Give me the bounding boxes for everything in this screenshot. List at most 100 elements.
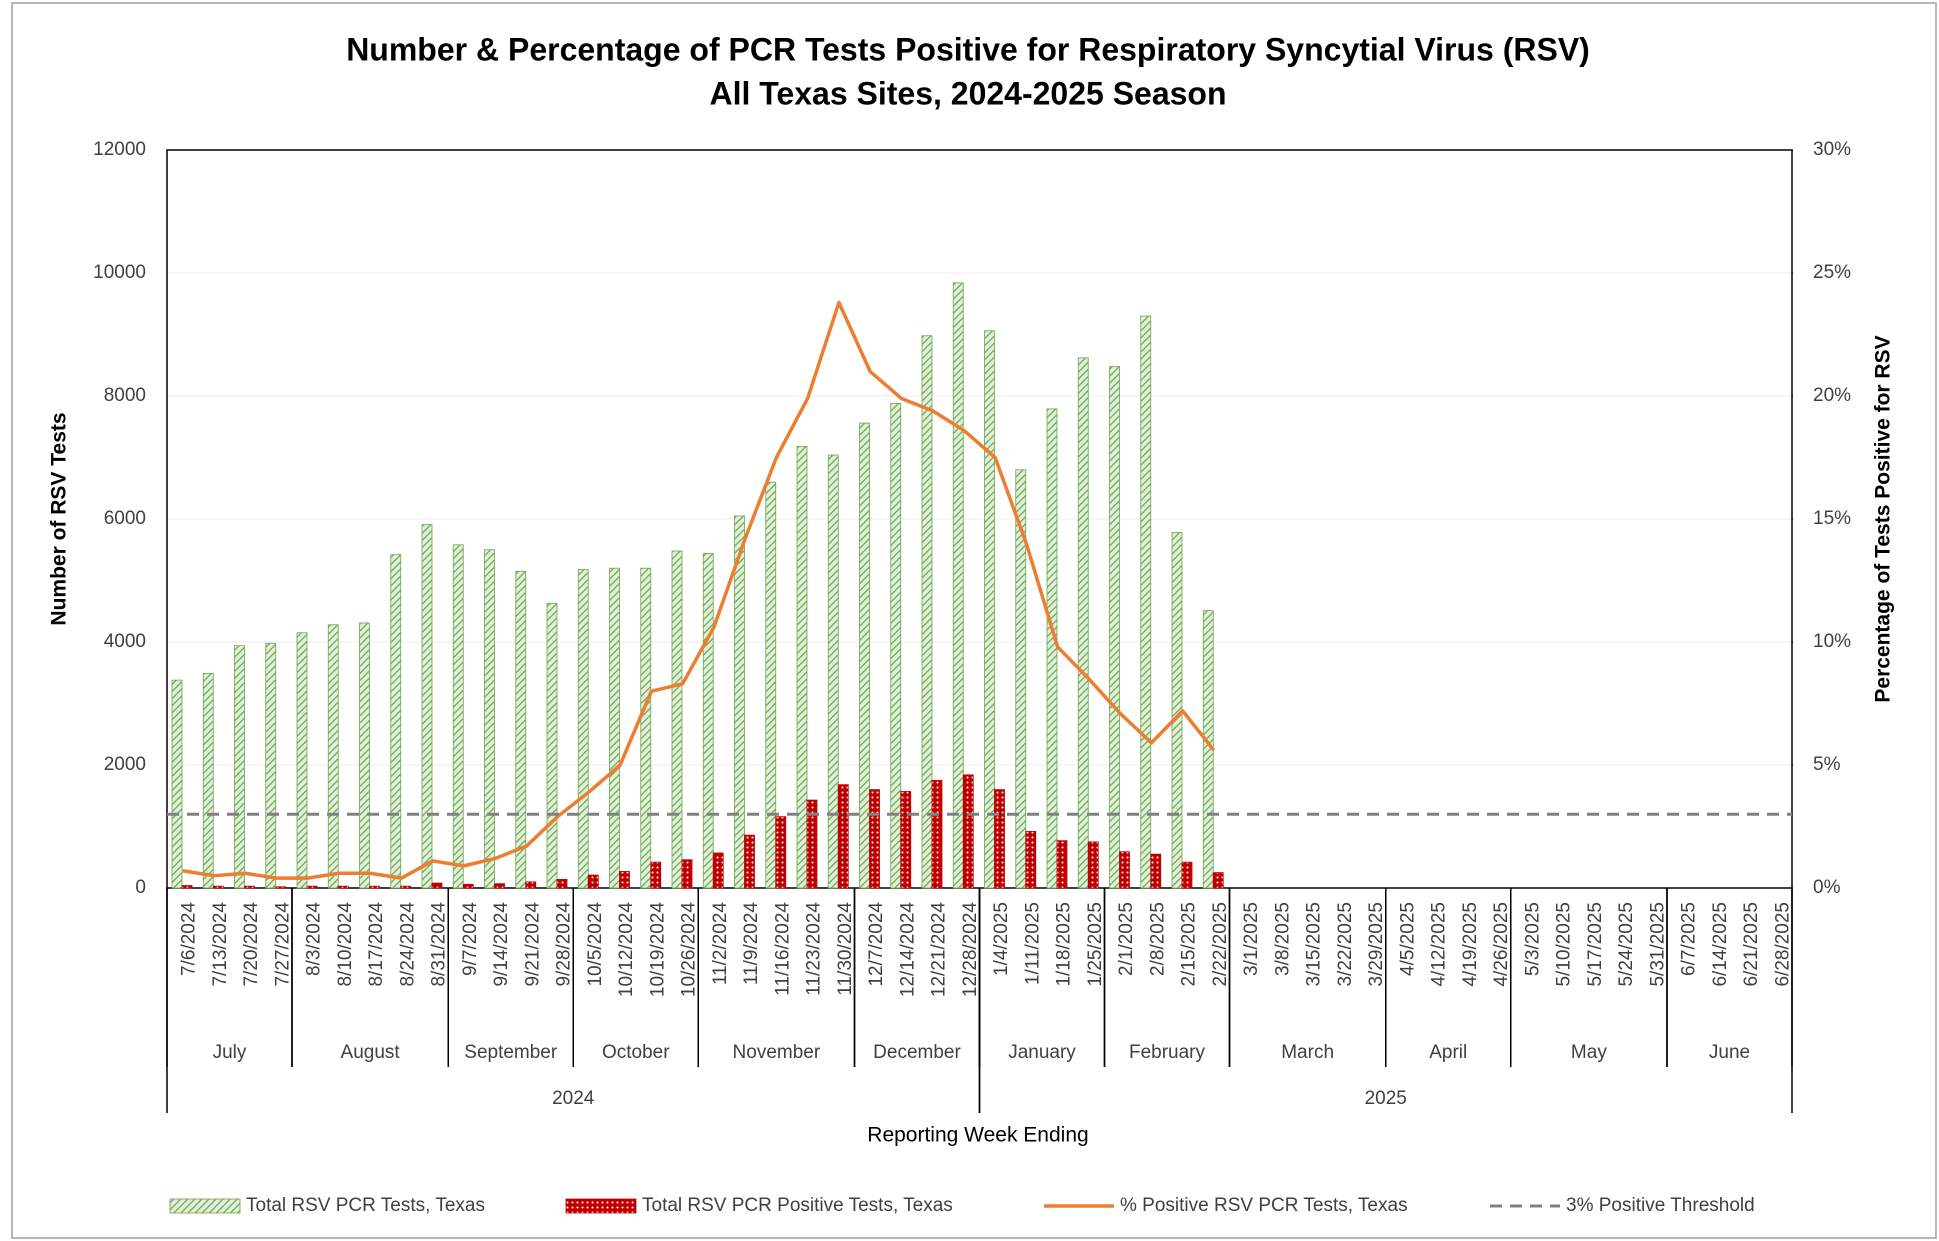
y-tick-label: 10000	[93, 262, 146, 283]
x-tick-label: 7/27/2024	[272, 902, 293, 987]
bar	[515, 570, 527, 889]
bar	[494, 883, 505, 889]
bar	[1056, 840, 1068, 889]
bar	[400, 885, 412, 889]
bar	[900, 791, 912, 889]
month-label: July	[213, 1042, 247, 1063]
bar	[431, 882, 443, 889]
y2-axis-title: Percentage of Tests Positive for RSV	[1872, 335, 1895, 702]
legend-label: Total RSV PCR Tests, Texas	[246, 1195, 485, 1216]
bar	[306, 885, 318, 889]
y2-tick-label: 25%	[1813, 262, 1851, 283]
bar	[265, 642, 277, 889]
x-tick-label: 9/14/2024	[491, 902, 512, 987]
bar	[702, 553, 714, 889]
x-tick-label: 5/17/2025	[1585, 902, 1606, 987]
bar	[1140, 315, 1152, 889]
legend-swatch	[169, 1198, 241, 1214]
x-tick-label: 12/21/2024	[929, 902, 950, 998]
x-tick-label: 10/5/2024	[585, 902, 606, 987]
bar	[1025, 831, 1037, 889]
bar	[681, 859, 693, 889]
bar	[1150, 853, 1162, 889]
x-tick-label: 9/21/2024	[522, 902, 543, 987]
y-tick-label: 6000	[104, 508, 146, 529]
bar	[859, 422, 870, 889]
bar	[765, 481, 777, 889]
x-tick-label: 4/26/2025	[1491, 902, 1512, 987]
x-tick-label: 6/7/2025	[1679, 902, 1700, 976]
line	[182, 300, 1216, 880]
bar	[234, 645, 245, 889]
x-tick-label: 10/26/2024	[679, 902, 700, 998]
y2-tick-label: 0%	[1813, 877, 1841, 898]
bar	[202, 672, 214, 889]
bar	[952, 282, 964, 889]
x-tick-label: 11/16/2024	[772, 902, 793, 996]
x-tick-label: 3/15/2025	[1304, 902, 1325, 987]
bar	[775, 816, 787, 889]
x-tick-label: 6/28/2025	[1772, 902, 1793, 987]
x-tick-label: 3/1/2025	[1241, 902, 1262, 976]
x-tick-label: 7/13/2024	[210, 902, 231, 987]
bar	[484, 549, 495, 889]
y-tick-label: 2000	[104, 754, 146, 775]
x-tick-label: 1/4/2025	[991, 902, 1012, 976]
x-tick-label: 11/2/2024	[710, 902, 731, 986]
bar	[1087, 841, 1099, 889]
legend-label: 3% Positive Threshold	[1566, 1195, 1755, 1216]
x-tick-label: 6/14/2025	[1710, 902, 1731, 987]
x-tick-label: 2/1/2025	[1116, 902, 1137, 976]
bar	[984, 330, 995, 889]
bar	[525, 881, 537, 889]
x-tick-label: 2/22/2025	[1210, 902, 1231, 987]
legend-label: Total RSV PCR Positive Tests, Texas	[642, 1195, 953, 1216]
bar	[181, 885, 193, 889]
chart-subtitle: All Texas Sites, 2024-2025 Season	[709, 75, 1226, 111]
x-axis-title: Reporting Week Ending	[867, 1124, 1088, 1147]
bar	[806, 799, 818, 889]
y-tick-label: 12000	[93, 139, 146, 160]
x-tick-label: 7/20/2024	[241, 902, 262, 987]
bar	[1077, 357, 1089, 889]
bar	[212, 885, 224, 889]
bar	[837, 784, 849, 889]
x-tick-label: 9/28/2024	[554, 902, 575, 987]
y2-tick-label: 30%	[1813, 139, 1851, 160]
month-label: April	[1429, 1042, 1467, 1063]
bar	[390, 554, 402, 889]
month-label: September	[464, 1042, 558, 1063]
x-tick-label: 2/8/2025	[1147, 902, 1168, 976]
x-tick-label: 3/22/2025	[1335, 902, 1356, 987]
x-tick-label: 9/7/2024	[460, 902, 481, 976]
bar	[744, 834, 755, 889]
bar	[275, 886, 287, 889]
x-tick-label: 11/23/2024	[804, 902, 825, 996]
bar	[546, 602, 558, 889]
month-label: January	[1008, 1042, 1076, 1063]
bar	[337, 885, 349, 889]
x-tick-label: 5/31/2025	[1647, 902, 1668, 987]
y-tick-label: 4000	[104, 631, 146, 652]
month-label: November	[733, 1042, 821, 1063]
bar	[1119, 851, 1130, 889]
year-label: 2024	[552, 1088, 595, 1109]
month-label: February	[1129, 1042, 1206, 1063]
y2-tick-label: 10%	[1813, 631, 1851, 652]
y-tick-label: 0	[135, 877, 146, 898]
bar	[1181, 861, 1193, 889]
chart-title: Number & Percentage of PCR Tests Positiv…	[346, 31, 1590, 67]
x-tick-label: 10/12/2024	[616, 902, 637, 998]
bar	[452, 544, 464, 889]
bar	[921, 335, 933, 889]
y2-tick-label: 20%	[1813, 385, 1851, 406]
y-tick-label: 8000	[104, 385, 146, 406]
frame	[11, 2, 1937, 1239]
x-tick-label: 10/19/2024	[647, 902, 668, 998]
bar	[577, 569, 589, 889]
month-label: June	[1709, 1042, 1750, 1063]
x-tick-label: 6/21/2025	[1741, 902, 1762, 987]
bar	[369, 885, 380, 889]
x-tick-label: 11/30/2024	[835, 902, 856, 996]
bar	[1046, 408, 1058, 889]
